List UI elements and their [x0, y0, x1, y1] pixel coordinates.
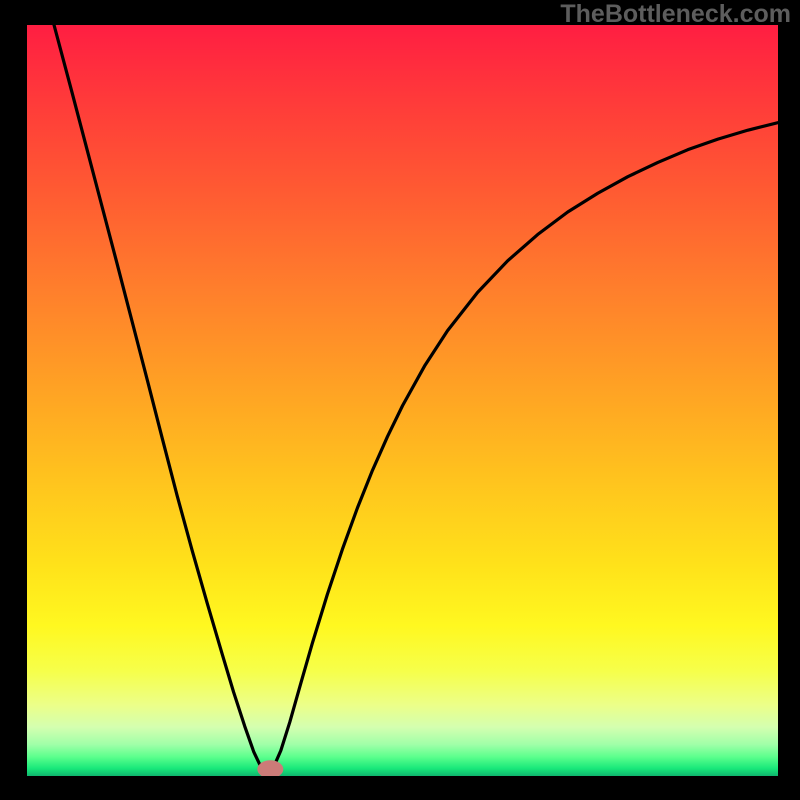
chart-container: TheBottleneck.com [0, 0, 800, 800]
watermark-text: TheBottleneck.com [560, 0, 791, 29]
optimal-point-marker [257, 760, 283, 778]
bottleneck-curve [0, 0, 800, 800]
